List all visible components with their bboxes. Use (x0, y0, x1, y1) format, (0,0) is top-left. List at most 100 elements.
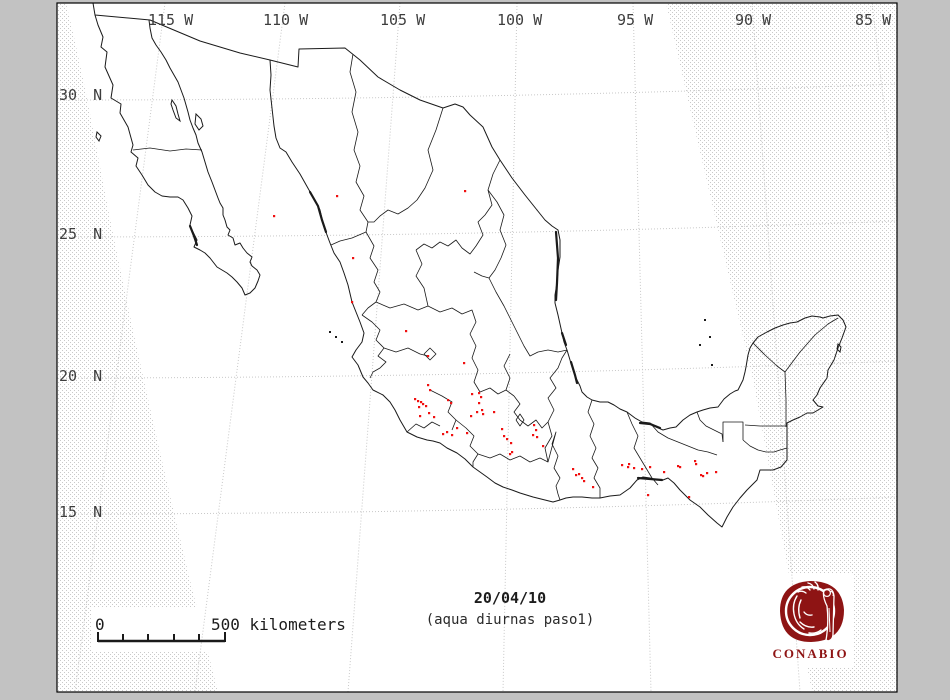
fire-dot (417, 400, 420, 403)
island-speck (341, 341, 343, 343)
fire-dot (464, 190, 467, 193)
lon-label: 85 W (855, 11, 892, 29)
island-speck (704, 319, 706, 321)
fire-dot (663, 471, 666, 474)
fire-dot (480, 396, 483, 399)
satellite-swath (66, 3, 812, 692)
fire-dot (641, 468, 644, 471)
fire-dot (428, 412, 431, 415)
conabio-wordmark: CONABIO (772, 646, 849, 661)
scale-distance-label: 500 kilometers (211, 615, 346, 634)
fire-dot (628, 463, 631, 466)
scale-zero-label: 0 (95, 615, 105, 634)
fire-dot-layer (273, 190, 718, 499)
conabio-emblem (780, 581, 844, 642)
fire-dot (420, 401, 423, 404)
fire-dot (429, 389, 432, 392)
fire-dot (470, 415, 473, 418)
pass-subtitle-label: (aqua diurnas paso1) (425, 612, 595, 628)
fire-dot (422, 403, 425, 406)
island-speck (335, 336, 337, 338)
island-specks (329, 319, 713, 366)
scale-bar (97, 632, 226, 643)
lat-label: 20 N (59, 367, 103, 385)
fire-dot (466, 432, 469, 435)
lat-label: 25 N (59, 225, 103, 243)
fire-dot (442, 433, 445, 436)
island-speck (711, 364, 713, 366)
fire-dot (450, 402, 453, 405)
fire-dot (478, 402, 481, 405)
fire-dot (471, 393, 474, 396)
fire-dot (679, 466, 682, 469)
islands (95, 98, 842, 354)
fire-dot (476, 411, 479, 414)
fire-dot (447, 399, 450, 402)
island-speck (699, 344, 701, 346)
fire-dot (533, 424, 536, 427)
fire-dot (481, 409, 484, 412)
fire-dot (575, 474, 578, 477)
fire-dot (581, 477, 584, 480)
lon-label: 90 W (735, 11, 772, 29)
fire-dot (501, 428, 504, 431)
lat-label: 30 N (59, 86, 103, 104)
fire-dot (478, 392, 481, 395)
fire-dot (351, 301, 354, 304)
fire-dot (451, 434, 454, 437)
fire-dot (456, 427, 459, 430)
fire-dot (633, 467, 636, 470)
lon-label: 95 W (617, 11, 654, 29)
fire-dot (572, 468, 575, 471)
fire-dot (352, 257, 355, 260)
fire-dot (700, 474, 703, 477)
map-frame-border (56, 2, 898, 693)
fire-dot (706, 472, 709, 475)
fire-dot (532, 434, 535, 437)
island-speck (329, 331, 331, 333)
fire-dot (433, 416, 436, 419)
fire-dot (509, 453, 512, 456)
fire-dot (695, 463, 698, 466)
mexico-coastline (92, 3, 847, 528)
fire-dot (649, 466, 652, 469)
lon-label: 100 W (497, 11, 543, 29)
fire-dot (418, 406, 421, 409)
state-borders (132, 53, 839, 501)
fire-dot (427, 384, 430, 387)
fire-dot (592, 486, 595, 489)
fire-dot (503, 435, 506, 438)
macaw-icon (822, 588, 835, 642)
fire-dot (273, 215, 276, 218)
fire-dot (583, 480, 586, 483)
lon-label: 115 W (148, 11, 194, 29)
lon-label: 105 W (380, 11, 426, 29)
fire-dot (621, 464, 624, 467)
lat-label: 15 N (59, 503, 103, 521)
fire-dot (446, 431, 449, 434)
fire-dot (511, 451, 514, 454)
fire-dot (493, 411, 496, 414)
fire-dot (702, 475, 705, 478)
fire-dot (536, 436, 539, 439)
scalebar-backing (92, 608, 472, 652)
fire-dot (688, 496, 691, 499)
fire-dot (336, 195, 339, 198)
fire-dot (427, 355, 430, 358)
fire-dot (542, 445, 545, 448)
fire-dot (510, 442, 513, 445)
island-speck (709, 336, 711, 338)
lagoon-coast-segments (188, 190, 664, 482)
fire-dot (535, 429, 538, 432)
us-border (92, 3, 538, 211)
fire-dot (715, 471, 718, 474)
fire-dot (482, 413, 485, 416)
lon-label: 110 W (263, 11, 309, 29)
fire-dot (627, 466, 630, 469)
fire-dot (694, 460, 697, 463)
fire-dot (578, 473, 581, 476)
fire-dot (506, 438, 509, 441)
fire-dot (677, 465, 680, 468)
